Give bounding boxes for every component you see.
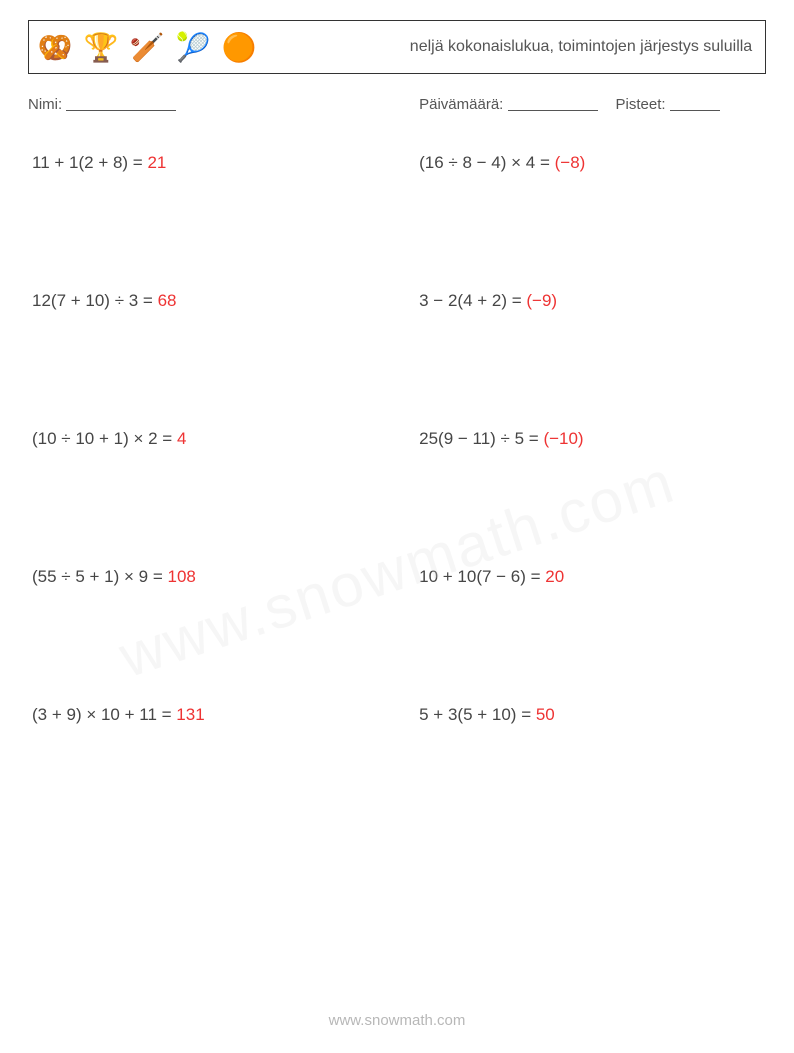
problem-row: 11 + 1(2 + 8) = 21 (16 ÷ 8 − 4) × 4 = (−… (28, 153, 766, 173)
problem-expression: 3 − 2(4 + 2) = (419, 291, 526, 310)
name-label: Nimi: (28, 96, 62, 113)
score-label: Pisteet: (616, 96, 666, 113)
problem-cell: (16 ÷ 8 − 4) × 4 = (−8) (419, 153, 766, 173)
problem-cell: 11 + 1(2 + 8) = 21 (28, 153, 419, 173)
problem-expression: (55 ÷ 5 + 1) × 9 = (32, 567, 168, 586)
problem-answer: 50 (536, 705, 555, 724)
pretzel-icon: 🥨 (37, 29, 73, 65)
worksheet-page: www.snowmath.com 🥨 🏆 🏏 🎾 🟠 neljä kokonai… (0, 0, 794, 1053)
problem-expression: (10 ÷ 10 + 1) × 2 = (32, 429, 177, 448)
problem-expression: 11 + 1(2 + 8) = (32, 153, 147, 172)
cricket-icon: 🏏 (129, 29, 165, 65)
ring-icon: 🟠 (221, 29, 257, 65)
problem-cell: 10 + 10(7 − 6) = 20 (419, 567, 766, 587)
date-field: Päivämäärä: (419, 96, 597, 113)
problem-expression: (16 ÷ 8 − 4) × 4 = (419, 153, 555, 172)
problem-row: (55 ÷ 5 + 1) × 9 = 108 10 + 10(7 − 6) = … (28, 567, 766, 587)
problem-cell: (3 + 9) × 10 + 11 = 131 (28, 705, 419, 725)
problem-expression: 5 + 3(5 + 10) = (419, 705, 536, 724)
problem-expression: (3 + 9) × 10 + 11 = (32, 705, 176, 724)
problem-cell: 12(7 + 10) ÷ 3 = 68 (28, 291, 419, 311)
footer-url: www.snowmath.com (0, 1012, 794, 1029)
header-box: 🥨 🏆 🏏 🎾 🟠 neljä kokonaislukua, toimintoj… (28, 20, 766, 74)
problem-answer: (−8) (555, 153, 586, 172)
worksheet-title: neljä kokonaislukua, toimintojen järjest… (397, 21, 765, 73)
problems-grid: 11 + 1(2 + 8) = 21 (16 ÷ 8 − 4) × 4 = (−… (28, 153, 766, 725)
problem-answer: (−10) (543, 429, 583, 448)
problem-row: 12(7 + 10) ÷ 3 = 68 3 − 2(4 + 2) = (−9) (28, 291, 766, 311)
problem-answer: (−9) (526, 291, 557, 310)
problem-answer: 108 (168, 567, 196, 586)
problem-answer: 21 (147, 153, 166, 172)
problem-cell: (10 ÷ 10 + 1) × 2 = 4 (28, 429, 419, 449)
date-blank[interactable] (508, 110, 598, 111)
problem-answer: 4 (177, 429, 186, 448)
problem-expression: 10 + 10(7 − 6) = (419, 567, 545, 586)
problem-cell: 5 + 3(5 + 10) = 50 (419, 705, 766, 725)
name-field: Nimi: (28, 96, 419, 113)
info-row: Nimi: Päivämäärä: Pisteet: (28, 96, 766, 113)
problem-expression: 25(9 − 11) ÷ 5 = (419, 429, 543, 448)
problem-cell: 25(9 − 11) ÷ 5 = (−10) (419, 429, 766, 449)
problem-answer: 131 (176, 705, 204, 724)
name-blank[interactable] (66, 110, 176, 111)
problem-cell: (55 ÷ 5 + 1) × 9 = 108 (28, 567, 419, 587)
date-label: Päivämäärä: (419, 96, 503, 113)
problem-answer: 68 (158, 291, 177, 310)
tennis-icon: 🎾 (175, 29, 211, 65)
problem-answer: 20 (545, 567, 564, 586)
score-blank[interactable] (670, 110, 720, 111)
score-field: Pisteet: (616, 96, 720, 113)
problem-expression: 12(7 + 10) ÷ 3 = (32, 291, 158, 310)
problem-row: (10 ÷ 10 + 1) × 2 = 4 25(9 − 11) ÷ 5 = (… (28, 429, 766, 449)
problem-row: (3 + 9) × 10 + 11 = 131 5 + 3(5 + 10) = … (28, 705, 766, 725)
problem-cell: 3 − 2(4 + 2) = (−9) (419, 291, 766, 311)
trophy-icon: 🏆 (83, 29, 119, 65)
header-icons: 🥨 🏆 🏏 🎾 🟠 (29, 21, 397, 73)
